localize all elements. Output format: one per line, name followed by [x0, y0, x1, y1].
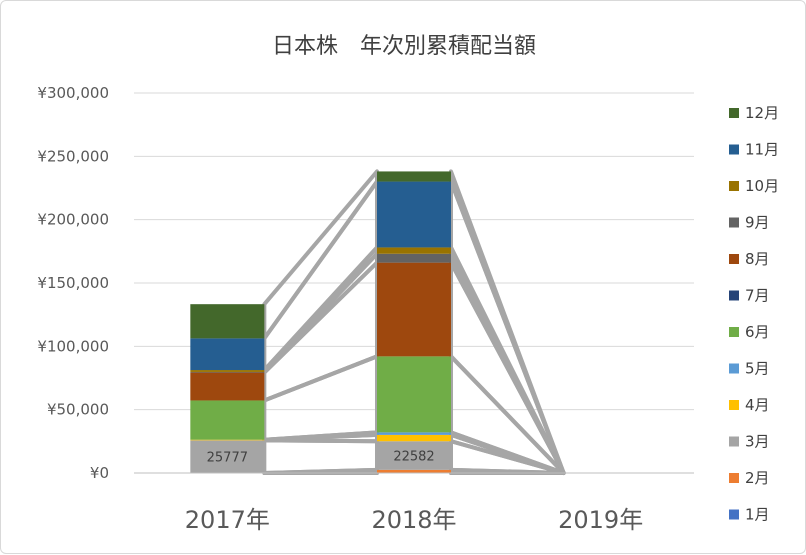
bar-segment [377, 432, 451, 435]
bar-segment [377, 171, 451, 182]
x-tick-label: 2019年 [558, 506, 643, 534]
y-tick-label: ¥150,000 [37, 274, 109, 292]
legend-item: 6月 [729, 323, 770, 341]
legend-label: 8月 [745, 250, 770, 268]
legend-swatch [729, 254, 739, 264]
series-line [262, 354, 379, 442]
y-tick-label: ¥0 [90, 464, 109, 482]
bar-segment [190, 400, 265, 440]
legend-label: 6月 [745, 323, 770, 341]
legend-item: 11月 [729, 141, 779, 159]
data-label: 22582 [393, 450, 434, 465]
legend-item: 3月 [729, 433, 770, 451]
legend-swatch [729, 436, 739, 447]
bar-segment [190, 439, 265, 441]
legend-swatch [729, 181, 739, 191]
legend-swatch [729, 144, 739, 155]
bar-segment [190, 371, 265, 373]
bar-segment [377, 253, 451, 263]
labels-layer: 25777 22582 [207, 450, 435, 466]
axis-layer: ¥0 ¥50,000 ¥100,000 ¥150,000 ¥200,000 ¥250,00… [37, 84, 694, 534]
bar-segment [377, 469, 451, 473]
y-tick-label: ¥250,000 [37, 147, 109, 165]
legend-item: 12月 [729, 104, 779, 122]
legend-item: 2月 [729, 469, 770, 487]
legend-label: 11月 [745, 141, 779, 159]
x-tick-label: 2018年 [371, 506, 456, 534]
bars-layer [190, 171, 451, 473]
legend-swatch [729, 327, 739, 337]
bar-segment [190, 372, 265, 401]
legend-swatch [729, 290, 739, 301]
series-line [262, 438, 379, 475]
legend-swatch [729, 509, 739, 520]
legend-item: 5月 [729, 360, 770, 378]
legend-swatch [729, 400, 739, 410]
y-tick-label: ¥300,000 [37, 84, 109, 102]
legend-item: 10月 [729, 177, 779, 195]
chart-title: 日本株 年次別累積配当額 [272, 34, 536, 59]
legend-swatch [729, 108, 739, 118]
legend-item: 1月 [729, 506, 770, 524]
y-tick-label: ¥200,000 [37, 211, 109, 229]
bar-segment [377, 247, 451, 254]
series-line [262, 179, 379, 373]
legend-label: 7月 [745, 287, 770, 305]
legend-label: 5月 [745, 360, 770, 378]
x-tick-label: 2017年 [185, 506, 270, 534]
bar-segment [377, 434, 451, 442]
legend-label: 4月 [745, 396, 770, 414]
bar-segment [377, 181, 451, 248]
bar-segment [377, 441, 451, 470]
legend-item: 8月 [729, 250, 770, 268]
bar-segment [377, 262, 451, 357]
bar-segment [377, 356, 451, 433]
legend-label: 1月 [745, 506, 770, 524]
legend-label: 9月 [745, 214, 770, 232]
legend-label: 12月 [745, 104, 779, 122]
legend-swatch [729, 473, 739, 483]
y-tick-label: ¥100,000 [37, 337, 109, 355]
legend-label: 2月 [745, 469, 770, 487]
legend-swatch [729, 363, 739, 374]
legend-item: 4月 [729, 396, 770, 414]
legend-item: 7月 [729, 287, 770, 305]
y-tick-label: ¥50,000 [47, 401, 109, 419]
data-label: 25777 [207, 451, 248, 466]
legend-item: 9月 [729, 214, 770, 232]
legend-swatch [729, 217, 739, 228]
bar-segment [190, 304, 265, 339]
legend-label: 10月 [745, 177, 779, 195]
chart-legend: 12月 11月 10月 9月 8月 7月 6月 5月 4月 3月 2月 1月 [729, 104, 779, 524]
bar-segment [190, 440, 265, 473]
series-line [449, 169, 566, 475]
bar-segment [190, 370, 265, 372]
bar-segment [190, 338, 265, 371]
legend-label: 3月 [745, 433, 770, 451]
